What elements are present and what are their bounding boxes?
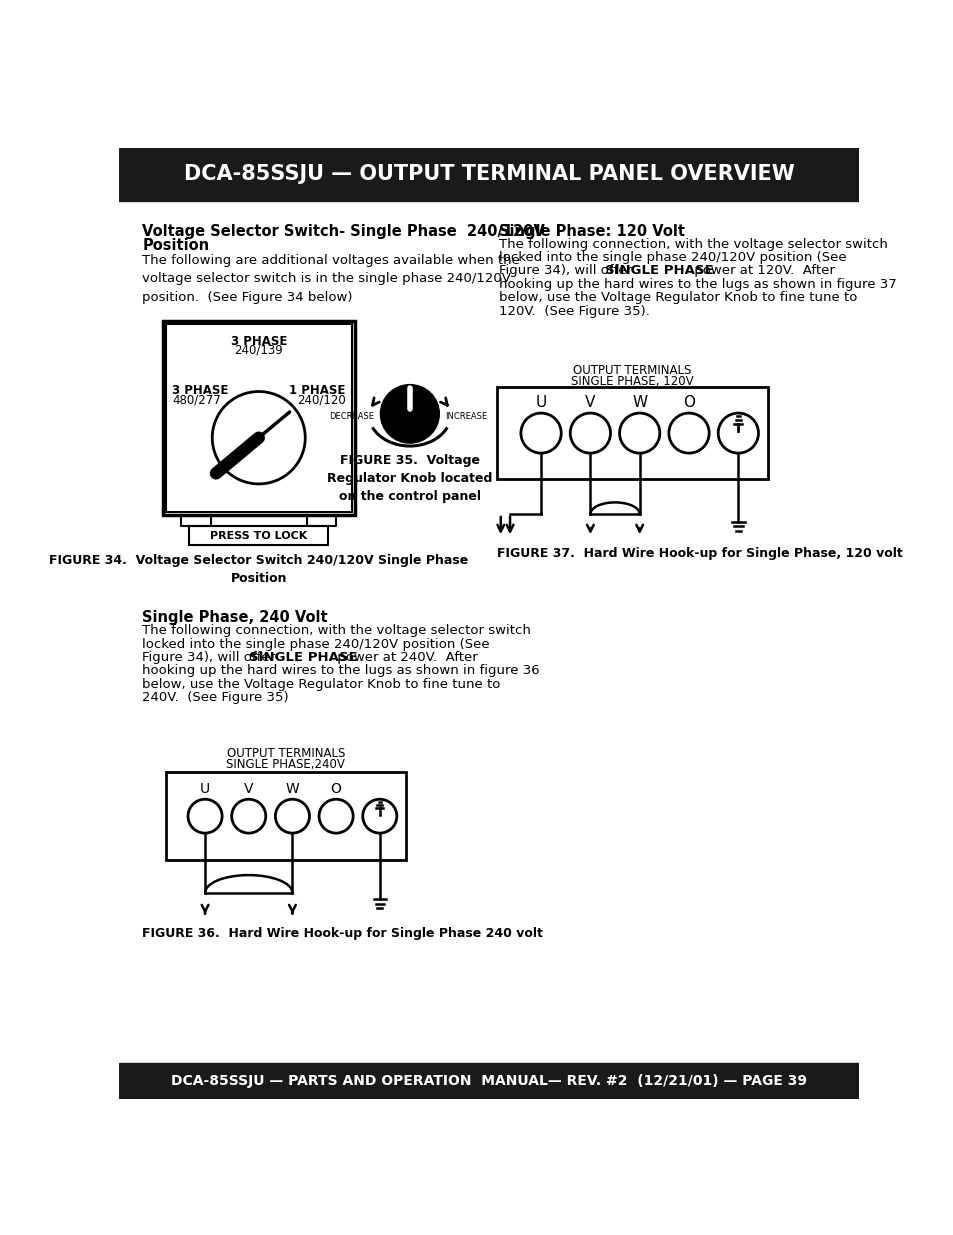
Text: power at 120V.  After: power at 120V. After [689,264,834,278]
Text: FIGURE 37.  Hard Wire Hook-up for Single Phase, 120 volt: FIGURE 37. Hard Wire Hook-up for Single … [497,547,902,559]
Text: PRESS TO LOCK: PRESS TO LOCK [210,531,307,541]
Bar [189,526,328,545]
Text: 480/277: 480/277 [172,394,220,406]
Text: DCA-85SSJU — PARTS AND OPERATION  MANUAL— REV. #2  (12/21/01) — PAGE 39: DCA-85SSJU — PARTS AND OPERATION MANUAL—… [171,1073,806,1088]
Text: The following are additional voltages available when the
voltage selector switch: The following are additional voltages av… [142,253,519,304]
Text: The following connection, with the voltage selector switch: The following connection, with the volta… [142,624,531,637]
Bar [497,387,767,479]
Text: Position: Position [142,237,210,252]
Text: locked into the single phase 240/120V position (See: locked into the single phase 240/120V po… [498,251,845,264]
Text: U: U [535,395,546,410]
Text: hooking up the hard wires to the lugs as shown in figure 37: hooking up the hard wires to the lugs as… [498,278,896,291]
Bar [162,321,355,515]
Text: 240V.  (See Figure 35): 240V. (See Figure 35) [142,692,289,704]
Text: DECREASE: DECREASE [329,412,374,421]
Text: 240/139: 240/139 [234,343,283,357]
Text: DCA-85SSJU — OUTPUT TERMINAL PANEL OVERVIEW: DCA-85SSJU — OUTPUT TERMINAL PANEL OVERV… [183,164,794,184]
Text: W: W [285,782,299,797]
Text: U: U [200,782,210,797]
Text: SINGLE PHASE,240V: SINGLE PHASE,240V [226,758,345,771]
Text: FIGURE 35.  Voltage
Regulator Knob located
on the control panel: FIGURE 35. Voltage Regulator Knob locate… [327,454,492,503]
Text: O: O [331,782,341,797]
Text: Figure 34), will offer: Figure 34), will offer [142,651,279,664]
Bar [166,772,406,861]
Text: OUTPUT TERMINALS: OUTPUT TERMINALS [227,747,345,761]
Text: below, use the Voltage Regulator Knob to fine tune to: below, use the Voltage Regulator Knob to… [142,678,500,690]
Text: 3 PHASE: 3 PHASE [231,335,287,347]
Text: W: W [632,395,646,410]
Text: FIGURE 36.  Hard Wire Hook-up for Single Phase 240 volt: FIGURE 36. Hard Wire Hook-up for Single … [142,927,543,940]
Text: Single Phase: 120 Volt: Single Phase: 120 Volt [498,224,684,238]
Text: INCREASE: INCREASE [445,412,487,421]
Text: 1 PHASE: 1 PHASE [289,384,345,396]
Text: The following connection, with the voltage selector switch: The following connection, with the volta… [498,237,887,251]
Text: hooking up the hard wires to the lugs as shown in figure 36: hooking up the hard wires to the lugs as… [142,664,539,678]
Text: SINGLE PHASE: SINGLE PHASE [249,651,357,664]
Text: OUTPUT TERMINALS: OUTPUT TERMINALS [573,364,691,377]
Bar [166,324,352,513]
Text: 240/120: 240/120 [296,394,345,406]
Text: below, use the Voltage Regulator Knob to fine tune to: below, use the Voltage Regulator Knob to… [498,291,857,304]
Text: O: O [682,395,695,410]
Bar [119,1063,858,1099]
Circle shape [235,450,243,457]
Text: Voltage Selector Switch- Single Phase  240/120V: Voltage Selector Switch- Single Phase 24… [142,224,545,238]
Circle shape [380,384,439,443]
Bar [119,148,858,200]
Text: SINGLE PHASE, 120V: SINGLE PHASE, 120V [571,374,693,388]
Text: Figure 34), will offer: Figure 34), will offer [498,264,636,278]
Text: locked into the single phase 240/120V position (See: locked into the single phase 240/120V po… [142,637,490,651]
Text: V: V [244,782,253,797]
Text: SINGLE PHASE: SINGLE PHASE [605,264,714,278]
Text: power at 240V.  After: power at 240V. After [333,651,477,664]
Text: 120V.  (See Figure 35).: 120V. (See Figure 35). [498,305,649,317]
Text: Single Phase, 240 Volt: Single Phase, 240 Volt [142,610,328,625]
Text: V: V [584,395,595,410]
Text: FIGURE 34.  Voltage Selector Switch 240/120V Single Phase
Position: FIGURE 34. Voltage Selector Switch 240/1… [49,555,468,585]
Text: 3 PHASE: 3 PHASE [172,384,228,396]
